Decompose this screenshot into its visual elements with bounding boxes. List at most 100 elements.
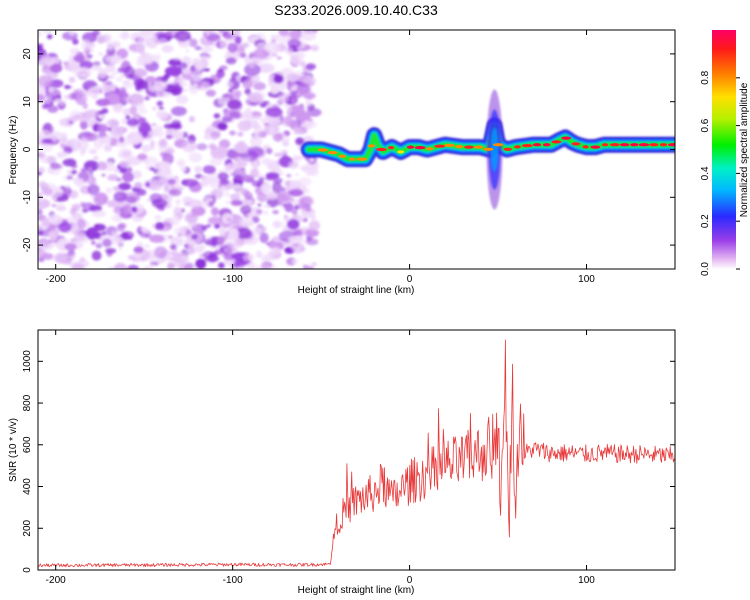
noise-blob xyxy=(228,227,239,241)
noise-blob xyxy=(247,92,263,103)
noise-blob xyxy=(208,143,216,150)
noise-blob xyxy=(105,248,117,254)
noise-blob xyxy=(223,246,239,254)
noise-blob xyxy=(84,96,89,100)
noise-blob xyxy=(210,146,228,160)
noise-blob xyxy=(309,157,315,163)
noise-blob xyxy=(247,254,255,261)
noise-blob xyxy=(126,156,142,166)
noise-blob xyxy=(87,87,101,96)
noise-blob xyxy=(149,167,155,171)
noise-blob xyxy=(200,175,206,179)
noise-blob xyxy=(169,236,184,247)
noise-blob xyxy=(58,100,66,106)
noise-blob xyxy=(273,152,284,157)
colorbar-label: Normalized spectral amplitude xyxy=(739,82,750,217)
noise-blob xyxy=(71,212,83,221)
noise-blob xyxy=(143,159,149,164)
ridge-hotspot xyxy=(473,145,484,149)
noise-blob xyxy=(86,119,95,126)
noise-blob xyxy=(265,175,274,181)
noise-blob xyxy=(257,63,275,73)
noise-blob xyxy=(141,144,153,151)
noise-blob xyxy=(131,68,148,78)
ridge-hotspot xyxy=(649,143,659,147)
noise-blob xyxy=(211,136,217,141)
spectrogram-xtick-label-2: 0 xyxy=(407,274,413,285)
spectrogram-ytick-label-0: -20 xyxy=(22,237,33,252)
noise-blob xyxy=(217,262,225,269)
ridge-hotspot xyxy=(532,143,542,147)
noise-blob xyxy=(89,204,102,212)
noise-blob xyxy=(257,174,265,179)
noise-blob xyxy=(54,252,68,264)
ridge-hotspot xyxy=(521,144,533,148)
noise-blob xyxy=(219,186,227,192)
noise-blob xyxy=(138,122,152,135)
noise-blob xyxy=(153,80,168,91)
noise-blob xyxy=(188,199,204,209)
noise-blob xyxy=(50,126,54,132)
noise-blob xyxy=(244,192,253,200)
ridge-hotspot xyxy=(503,147,512,151)
noise-blob xyxy=(253,265,260,269)
noise-blob xyxy=(163,145,169,150)
noise-blob xyxy=(181,178,199,187)
noise-blob xyxy=(47,35,52,40)
noise-blob xyxy=(126,118,140,127)
noise-blob xyxy=(256,192,268,203)
noise-blob xyxy=(205,33,221,42)
noise-blob xyxy=(227,217,232,222)
noise-blob xyxy=(188,152,203,163)
noise-blob xyxy=(138,108,148,115)
noise-blob xyxy=(300,30,317,41)
noise-blob xyxy=(205,32,210,37)
noise-blob xyxy=(74,231,86,242)
noise-blob xyxy=(227,42,238,53)
noise-blob xyxy=(94,223,100,228)
noise-blob xyxy=(118,182,132,191)
noise-blob xyxy=(251,227,263,236)
noise-blob xyxy=(270,53,278,57)
ridge-hotspot xyxy=(414,146,426,150)
noise-blob xyxy=(71,262,85,269)
noise-blob xyxy=(96,124,108,133)
noise-blob xyxy=(223,252,236,261)
snr-ytick-label-4: 800 xyxy=(22,394,33,411)
noise-blob xyxy=(150,141,155,146)
ridge-hotspot xyxy=(367,144,376,148)
noise-blob xyxy=(107,174,119,182)
noise-blob xyxy=(103,121,111,126)
noise-blob xyxy=(305,63,316,70)
noise-blob xyxy=(51,196,58,201)
noise-blob xyxy=(145,76,157,84)
noise-blob xyxy=(286,219,300,230)
noise-blob xyxy=(145,135,154,142)
ridge-hotspot xyxy=(551,140,562,144)
noise-blob xyxy=(288,189,304,197)
noise-blob xyxy=(38,75,53,88)
noise-blob xyxy=(116,140,128,148)
noise-blob xyxy=(133,246,144,254)
noise-blob xyxy=(80,151,85,156)
noise-blob xyxy=(216,69,225,79)
noise-blob xyxy=(244,88,252,95)
noise-blob xyxy=(156,110,169,120)
noise-blob xyxy=(79,201,86,207)
noise-blob xyxy=(211,236,219,240)
noise-blob xyxy=(226,99,242,110)
noise-blob xyxy=(164,66,183,76)
noise-blob xyxy=(229,172,237,176)
noise-blob xyxy=(168,58,182,67)
noise-blob xyxy=(219,139,231,149)
noise-blob xyxy=(108,161,112,166)
noise-blob xyxy=(169,215,181,226)
noise-blob xyxy=(48,239,53,243)
ridge-hotspot xyxy=(387,146,395,150)
noise-blob xyxy=(78,138,89,151)
noise-blob xyxy=(213,113,221,119)
noise-blob xyxy=(191,233,198,240)
noise-blob xyxy=(202,251,216,259)
noise-blob xyxy=(119,33,128,39)
